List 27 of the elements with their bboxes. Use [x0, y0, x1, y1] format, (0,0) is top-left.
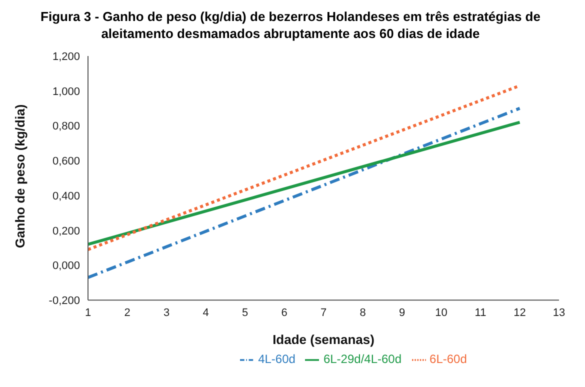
y-tick-label: 0,200 [52, 225, 80, 238]
x-tick-label: 11 [474, 306, 486, 319]
x-tick-label: 12 [514, 306, 526, 319]
y-tick-label: 1,200 [52, 50, 80, 63]
x-tick-label: 8 [360, 306, 366, 319]
y-tick-label: 0,600 [52, 156, 80, 168]
x-tick-label: 5 [242, 306, 248, 319]
x-tick-label: 2 [124, 306, 130, 319]
x-tick-label: 7 [320, 306, 327, 319]
x-tick-label: 10 [435, 306, 448, 319]
y-tick-label: 0,400 [52, 190, 80, 202]
x-tick-label: 9 [398, 306, 406, 319]
x-tick-label: 6 [281, 306, 288, 319]
y-tick-label: 0,000 [52, 260, 80, 272]
x-axis-title: Idade (semanas) [272, 332, 374, 348]
y-axis-title: Ganho de peso (kg/dia) [12, 104, 28, 248]
legend-label: 6L-60d [430, 352, 467, 366]
y-tick-label: 0,800 [52, 120, 80, 133]
y-tick-label: 1,000 [52, 86, 80, 98]
x-tick-label: 4 [202, 306, 209, 319]
legend-label: 4L-60d [258, 352, 296, 366]
y-tick-label: -0,200 [48, 295, 80, 308]
x-tick-label: 1 [84, 306, 92, 319]
legend-label: 6L-29d/4L-60d [323, 352, 402, 366]
chart-title: Figura 3 - Ganho de peso (kg/dia) de bezerros Holandeses em três estratégias de aleitamento desmamados abruptamente aos 60 dias de idade [40, 8, 542, 42]
x-tick-label: 13 [552, 306, 566, 319]
x-tick-label: 3 [163, 306, 170, 319]
